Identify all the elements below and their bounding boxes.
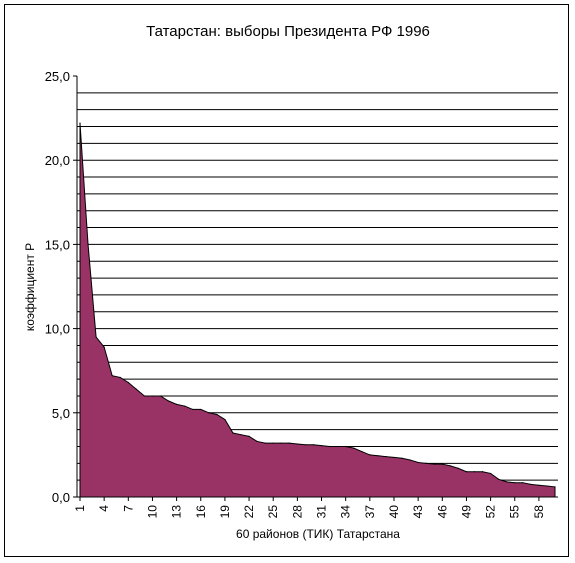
data-point bbox=[79, 122, 81, 124]
data-point bbox=[530, 483, 532, 485]
x-tick-labels: 1 4 7 10 13 16 19 22 25 28 31 34 37 40 43 46 49 52 55 58 bbox=[73, 497, 546, 518]
chart-title: Татарстан: выборы Президента РФ 1996 bbox=[146, 23, 430, 40]
data-point bbox=[498, 478, 500, 480]
data-point bbox=[119, 376, 121, 379]
data-point bbox=[320, 445, 323, 447]
data-point bbox=[151, 395, 154, 397]
data-point bbox=[208, 412, 210, 414]
data-point bbox=[337, 445, 339, 448]
x-tick-label: 49 bbox=[459, 505, 473, 519]
data-point bbox=[417, 461, 419, 464]
data-point bbox=[538, 484, 540, 486]
data-point bbox=[385, 455, 387, 458]
data-point bbox=[95, 336, 97, 338]
data-point bbox=[296, 443, 298, 445]
data-point bbox=[224, 418, 226, 421]
data-point bbox=[457, 467, 459, 469]
data-point bbox=[546, 485, 548, 487]
data-point bbox=[135, 388, 137, 390]
x-axis-label: 60 районов (ТИК) Татарстана bbox=[236, 527, 400, 541]
x-tick-label: 25 bbox=[266, 505, 280, 519]
y-tick-label: 20,0 bbox=[45, 153, 70, 168]
data-point bbox=[522, 482, 524, 484]
data-point bbox=[248, 435, 250, 437]
data-point bbox=[473, 471, 476, 473]
data-point bbox=[401, 457, 403, 459]
data-point bbox=[328, 445, 331, 448]
data-point bbox=[465, 471, 468, 473]
data-point bbox=[167, 400, 170, 402]
data-point bbox=[288, 442, 290, 444]
x-tick-label: 34 bbox=[339, 505, 353, 519]
data-point bbox=[111, 375, 113, 377]
x-tick-label: 43 bbox=[411, 505, 425, 519]
x-tick-label: 7 bbox=[121, 505, 135, 512]
y-tick-label: 15,0 bbox=[45, 237, 70, 252]
data-area-fill bbox=[79, 123, 556, 498]
data-point bbox=[240, 434, 242, 436]
data-point bbox=[554, 486, 556, 488]
y-tick-label: 25,0 bbox=[45, 69, 70, 84]
data-point bbox=[361, 450, 363, 453]
data-point bbox=[304, 444, 307, 446]
data-point bbox=[232, 432, 234, 434]
data-point bbox=[87, 243, 89, 245]
y-tick-label: 0,0 bbox=[52, 490, 70, 505]
x-tick-label: 46 bbox=[435, 505, 449, 519]
data-point bbox=[103, 346, 105, 348]
data-point bbox=[369, 454, 371, 456]
data-point bbox=[433, 463, 435, 465]
x-tick-label: 16 bbox=[194, 505, 208, 519]
data-point bbox=[159, 395, 162, 397]
x-tick-label: 58 bbox=[532, 505, 546, 519]
data-point bbox=[425, 462, 427, 464]
data-point bbox=[409, 459, 411, 461]
data-point bbox=[312, 444, 315, 446]
x-tick-label: 4 bbox=[97, 505, 111, 512]
axes bbox=[76, 76, 558, 498]
data-point bbox=[272, 442, 274, 444]
data-area bbox=[79, 122, 556, 498]
x-tick-label: 31 bbox=[315, 505, 329, 519]
data-point bbox=[200, 408, 202, 411]
x-tick-label: 1 bbox=[73, 505, 87, 512]
y-tick-labels: 0,0 5,0 10,0 15,0 20,0 25,0 bbox=[45, 69, 77, 505]
data-point bbox=[256, 440, 258, 443]
data-point bbox=[377, 455, 379, 457]
y-tick-label: 10,0 bbox=[45, 322, 70, 337]
data-point bbox=[143, 395, 146, 397]
data-point bbox=[264, 442, 266, 444]
data-point bbox=[489, 472, 492, 475]
data-point bbox=[506, 481, 508, 483]
x-tick-label: 37 bbox=[363, 505, 377, 519]
data-point bbox=[481, 471, 484, 473]
data-point bbox=[441, 463, 443, 465]
x-tick-label: 22 bbox=[242, 505, 256, 519]
data-point bbox=[184, 405, 186, 407]
x-tick-label: 40 bbox=[387, 505, 401, 519]
x-tick-label: 19 bbox=[218, 505, 232, 519]
data-point bbox=[127, 381, 129, 384]
x-tick-label: 52 bbox=[484, 505, 498, 519]
data-point bbox=[353, 447, 355, 449]
x-tick-label: 10 bbox=[145, 505, 159, 519]
x-tick-label: 28 bbox=[290, 505, 304, 519]
data-point bbox=[216, 413, 218, 416]
data-point bbox=[345, 445, 347, 448]
data-point bbox=[192, 408, 194, 411]
data-point bbox=[280, 442, 282, 444]
data-point bbox=[449, 465, 451, 467]
data-point bbox=[514, 482, 516, 484]
data-point bbox=[393, 456, 395, 459]
x-tick-label: 13 bbox=[170, 505, 184, 519]
y-axis-label: коэффициент Р bbox=[23, 243, 37, 331]
x-tick-label: 55 bbox=[508, 505, 522, 519]
y-tick-label: 5,0 bbox=[52, 406, 70, 421]
data-point bbox=[176, 403, 178, 405]
